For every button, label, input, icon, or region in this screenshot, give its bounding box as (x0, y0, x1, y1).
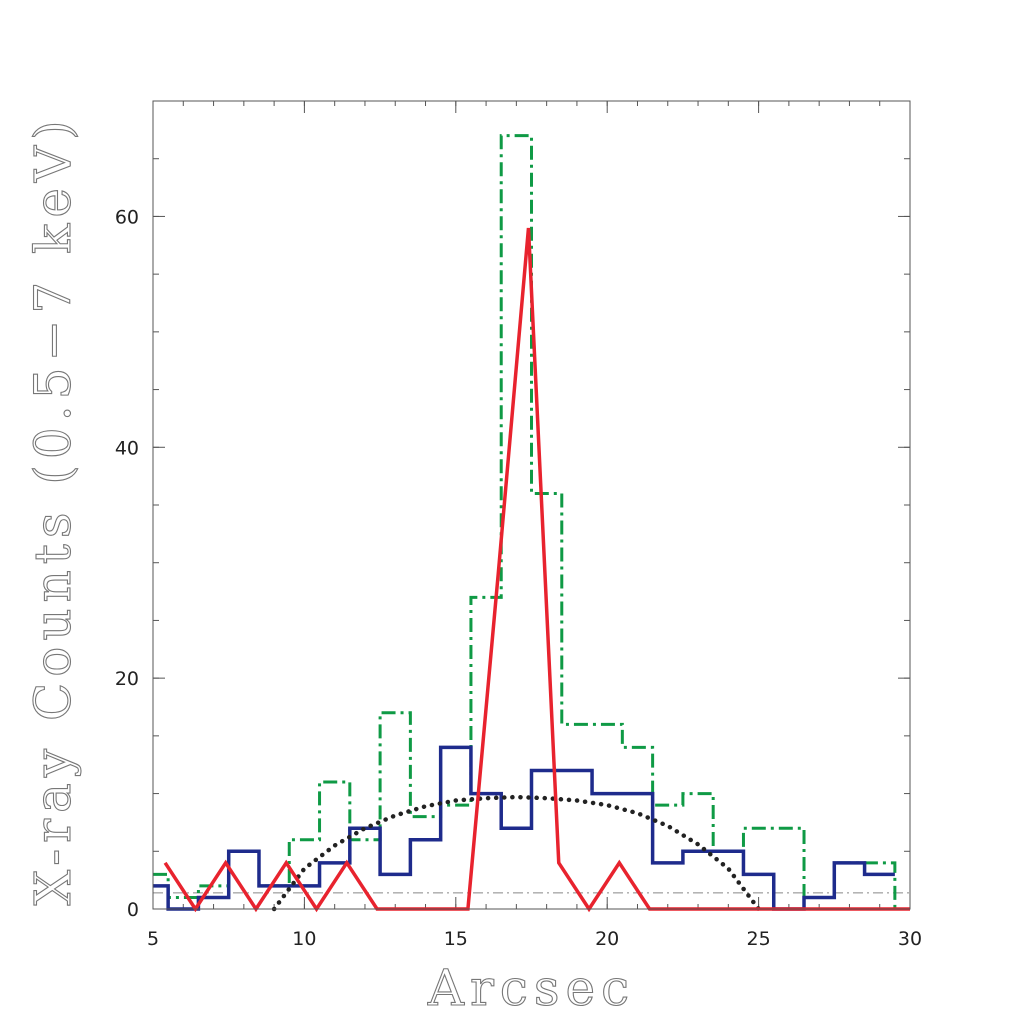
tick-labels: 5 10 15 20 25 30 0 20 40 60 (115, 206, 922, 950)
blue-histogram (153, 745, 895, 911)
x-axis-label: Arcsec (427, 959, 635, 1010)
dotted-curve (271, 794, 761, 912)
plot-frame (152, 100, 911, 910)
x-tick-label: 25 (747, 928, 771, 950)
x-tick-label: 30 (898, 928, 922, 950)
y-axis-label: X-ray Counts (0.5−7 keV) (24, 114, 82, 905)
x-tick-label: 20 (595, 928, 619, 950)
y-tick-label: 0 (127, 899, 139, 921)
red-line (163, 227, 910, 913)
y-tick-label: 40 (115, 437, 139, 459)
y-tick-label: 60 (115, 206, 139, 228)
y-tick-label: 20 (115, 668, 139, 690)
x-tick-label: 15 (444, 928, 468, 950)
series-layer (153, 134, 910, 913)
x-tick-label: 5 (147, 928, 159, 950)
x-tick-label: 10 (292, 928, 316, 950)
